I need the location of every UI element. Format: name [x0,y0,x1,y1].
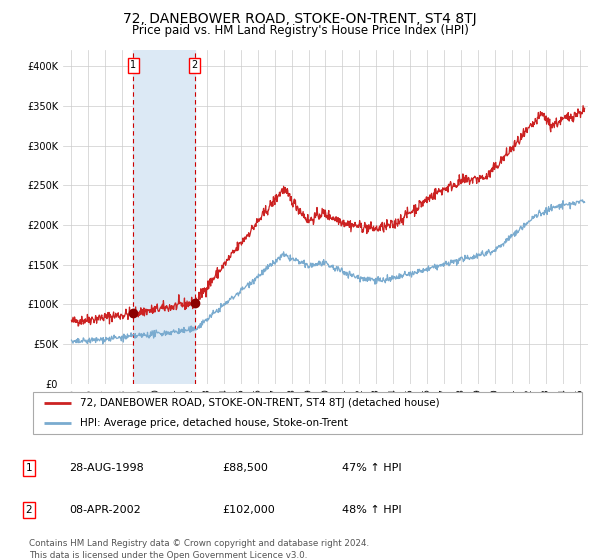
Text: 72, DANEBOWER ROAD, STOKE-ON-TRENT, ST4 8TJ (detached house): 72, DANEBOWER ROAD, STOKE-ON-TRENT, ST4 … [80,398,439,408]
Text: Contains HM Land Registry data © Crown copyright and database right 2024.
This d: Contains HM Land Registry data © Crown c… [29,539,369,559]
Text: 72, DANEBOWER ROAD, STOKE-ON-TRENT, ST4 8TJ: 72, DANEBOWER ROAD, STOKE-ON-TRENT, ST4 … [123,12,477,26]
Text: £88,500: £88,500 [222,463,268,473]
Text: Price paid vs. HM Land Registry's House Price Index (HPI): Price paid vs. HM Land Registry's House … [131,24,469,37]
Text: 2: 2 [25,505,32,515]
Text: 47% ↑ HPI: 47% ↑ HPI [342,463,401,473]
Text: HPI: Average price, detached house, Stoke-on-Trent: HPI: Average price, detached house, Stok… [80,418,347,428]
Text: 1: 1 [25,463,32,473]
Text: 08-APR-2002: 08-APR-2002 [69,505,141,515]
Text: 1: 1 [130,60,137,71]
Text: 2: 2 [191,60,198,71]
Text: 28-AUG-1998: 28-AUG-1998 [69,463,144,473]
Text: 48% ↑ HPI: 48% ↑ HPI [342,505,401,515]
Bar [133,50,194,384]
Text: £102,000: £102,000 [222,505,275,515]
